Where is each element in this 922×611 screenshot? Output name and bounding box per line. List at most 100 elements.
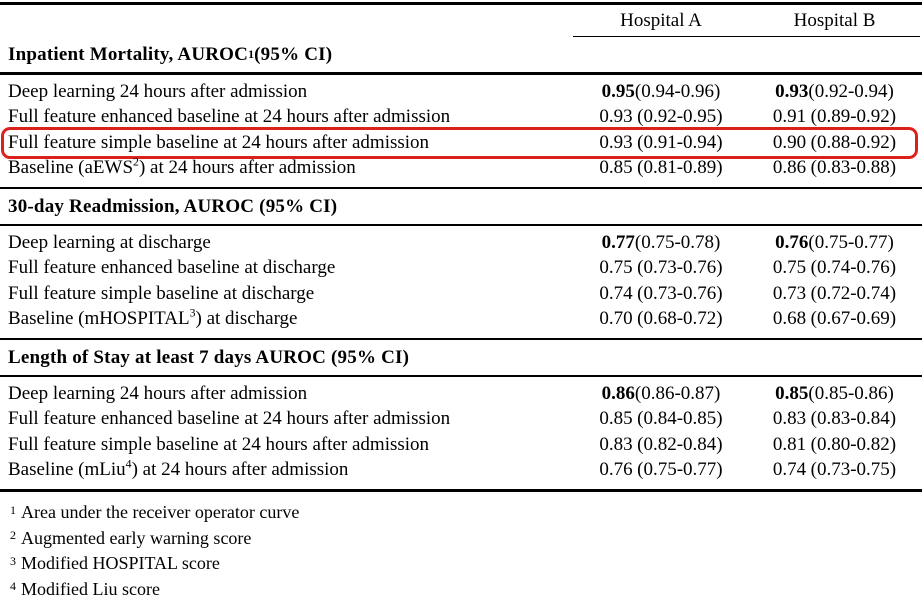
footnote-text: Area under the receiver operator curve bbox=[21, 502, 300, 523]
top-rule bbox=[0, 2, 922, 5]
table-row: Baseline (mLiu4) at 24 hours after admis… bbox=[0, 458, 922, 484]
value-hospital-b: 0.91 (0.89-0.92) bbox=[747, 106, 922, 128]
auroc-value: 0.85 bbox=[599, 408, 633, 430]
section-body-inpatient-mortality: Deep learning 24 hours after admission 0… bbox=[0, 75, 922, 187]
value-hospital-b: 0.68 (0.67-0.69) bbox=[747, 308, 922, 330]
table-row: Deep learning 24 hours after admission 0… bbox=[0, 79, 922, 105]
confidence-interval: (0.81-0.89) bbox=[637, 157, 723, 179]
footnote-text: Modified Liu score bbox=[21, 578, 160, 599]
value-hospital-a: 0.77(0.75-0.78) bbox=[575, 232, 747, 254]
table-row: Baseline (aEWS2) at 24 hours after admis… bbox=[0, 156, 922, 182]
value-hospital-b: 0.83 (0.83-0.84) bbox=[747, 408, 922, 430]
section-rule bbox=[0, 224, 922, 226]
row-label-suffix: ) at 24 hours after admission bbox=[131, 459, 349, 481]
value-hospital-b: 0.90 (0.88-0.92) bbox=[747, 132, 922, 154]
table-row: Full feature enhanced baseline at 24 hou… bbox=[0, 407, 922, 433]
confidence-interval: (0.75-0.78) bbox=[634, 231, 721, 253]
section-title-inpatient-mortality: Inpatient Mortality, AUROC 1 (95% CI) bbox=[8, 43, 333, 65]
table-row-highlighted: Full feature simple baseline at 24 hours… bbox=[0, 127, 922, 159]
column-header-hospital-b: Hospital B bbox=[793, 9, 876, 31]
row-label-text: Full feature enhanced baseline at 24 hou… bbox=[8, 106, 451, 128]
confidence-interval: (0.86-0.87) bbox=[634, 382, 721, 404]
auroc-value: 0.90 bbox=[772, 131, 807, 153]
footnote-aews: 2 Augmented early warning score bbox=[10, 527, 252, 548]
value-hospital-a: 0.83 (0.82-0.84) bbox=[575, 434, 747, 456]
footnote-mhospital: 3 Modified HOSPITAL score bbox=[10, 553, 220, 574]
section-body-length-of-stay: Deep learning 24 hours after admission 0… bbox=[0, 377, 922, 489]
row-label: Full feature simple baseline at discharg… bbox=[0, 283, 575, 305]
row-label: Baseline (aEWS2) at 24 hours after admis… bbox=[0, 157, 575, 179]
row-label-text: Baseline (mHOSPITAL bbox=[8, 308, 190, 330]
confidence-interval: (0.84-0.85) bbox=[637, 408, 723, 430]
row-label: Baseline (mHOSPITAL3) at discharge bbox=[0, 308, 575, 330]
footnote-auroc: 1 Area under the receiver operator curve bbox=[10, 502, 300, 523]
column-header-underline bbox=[573, 36, 920, 37]
auroc-value: 0.68 bbox=[772, 308, 807, 330]
value-hospital-a: 0.75 (0.73-0.76) bbox=[575, 257, 747, 279]
auroc-value: 0.83 bbox=[599, 433, 633, 455]
section-rule bbox=[0, 187, 922, 189]
value-hospital-b: 0.86 (0.83-0.88) bbox=[747, 157, 922, 179]
auroc-value: 0.93 bbox=[599, 106, 633, 128]
section-title-suffix: (95% CI) bbox=[254, 43, 333, 65]
confidence-interval: (0.72-0.74) bbox=[810, 282, 897, 304]
table-row: Full feature enhanced baseline at discha… bbox=[0, 256, 922, 282]
confidence-interval: (0.82-0.84) bbox=[637, 433, 723, 455]
value-hospital-a: 0.93 (0.92-0.95) bbox=[575, 106, 747, 128]
confidence-interval: (0.92-0.94) bbox=[808, 80, 894, 102]
confidence-interval: (0.74-0.76) bbox=[810, 257, 897, 279]
auroc-value: 0.85 bbox=[775, 382, 809, 404]
footnotes: 1 Area under the receiver operator curve … bbox=[0, 492, 922, 602]
value-hospital-a: 0.85 (0.81-0.89) bbox=[575, 157, 747, 179]
value-hospital-b: 0.93(0.92-0.94) bbox=[747, 81, 922, 103]
value-hospital-a: 0.95(0.94-0.96) bbox=[575, 81, 747, 103]
section-title-text: Inpatient Mortality, AUROC bbox=[8, 43, 249, 65]
table-row: Deep learning 24 hours after admission 0… bbox=[0, 381, 922, 407]
section-title-readmission: 30-day Readmission, AUROC (95% CI) bbox=[0, 189, 922, 224]
value-hospital-a: 0.76 (0.75-0.77) bbox=[575, 459, 747, 481]
row-label-text: Full feature simple baseline at 24 hours… bbox=[8, 433, 430, 455]
value-hospital-a: 0.93 (0.91-0.94) bbox=[575, 132, 747, 154]
column-header-hospital-a: Hospital A bbox=[620, 9, 702, 31]
section-rule bbox=[0, 338, 922, 340]
row-label-suffix: ) at discharge bbox=[195, 308, 298, 330]
confidence-interval: (0.75-0.77) bbox=[808, 231, 894, 253]
confidence-interval: (0.89-0.92) bbox=[810, 106, 897, 128]
confidence-interval: (0.85-0.86) bbox=[808, 382, 894, 404]
row-label-text: Full feature enhanced baseline at discha… bbox=[8, 257, 336, 279]
footnote-marker: 4 bbox=[125, 459, 132, 471]
confidence-interval: (0.67-0.69) bbox=[810, 308, 897, 330]
table-row: Deep learning at discharge 0.77(0.75-0.7… bbox=[0, 230, 922, 256]
auroc-value: 0.83 bbox=[772, 408, 807, 430]
row-label: Full feature enhanced baseline at 24 hou… bbox=[0, 408, 575, 430]
auroc-value: 0.93 bbox=[775, 80, 809, 102]
row-label: Full feature simple baseline at 24 hours… bbox=[0, 132, 575, 154]
value-hospital-b: 0.75 (0.74-0.76) bbox=[747, 257, 922, 279]
confidence-interval: (0.75-0.77) bbox=[637, 459, 723, 481]
footnote-text: Augmented early warning score bbox=[21, 527, 252, 548]
value-hospital-b: 0.85(0.85-0.86) bbox=[747, 383, 922, 405]
row-label: Full feature enhanced baseline at discha… bbox=[0, 257, 575, 279]
footnote-text: Modified HOSPITAL score bbox=[21, 553, 220, 574]
confidence-interval: (0.80-0.82) bbox=[810, 433, 897, 455]
auroc-value: 0.76 bbox=[599, 459, 633, 481]
row-label-text: Deep learning at discharge bbox=[8, 231, 211, 253]
auroc-value: 0.73 bbox=[772, 282, 807, 304]
value-hospital-b: 0.76(0.75-0.77) bbox=[747, 232, 922, 254]
value-hospital-a: 0.85 (0.84-0.85) bbox=[575, 408, 747, 430]
value-hospital-a: 0.70 (0.68-0.72) bbox=[575, 308, 747, 330]
section-title-text: Length of Stay at least 7 days AUROC (95… bbox=[8, 346, 410, 368]
auroc-value: 0.77 bbox=[601, 231, 635, 253]
auroc-value: 0.74 bbox=[772, 459, 807, 481]
auroc-value: 0.86 bbox=[772, 157, 807, 179]
footnote-marker: 2 bbox=[133, 157, 139, 169]
confidence-interval: (0.73-0.76) bbox=[637, 257, 723, 279]
row-label-text: Full feature simple baseline at discharg… bbox=[8, 282, 315, 304]
auroc-value: 0.75 bbox=[599, 257, 633, 279]
auroc-value: 0.85 bbox=[599, 157, 633, 179]
confidence-interval: (0.83-0.88) bbox=[810, 157, 897, 179]
row-label-suffix: ) at 24 hours after admission bbox=[138, 157, 356, 179]
value-hospital-a: 0.86(0.86-0.87) bbox=[575, 383, 747, 405]
auroc-value: 0.91 bbox=[772, 106, 807, 128]
